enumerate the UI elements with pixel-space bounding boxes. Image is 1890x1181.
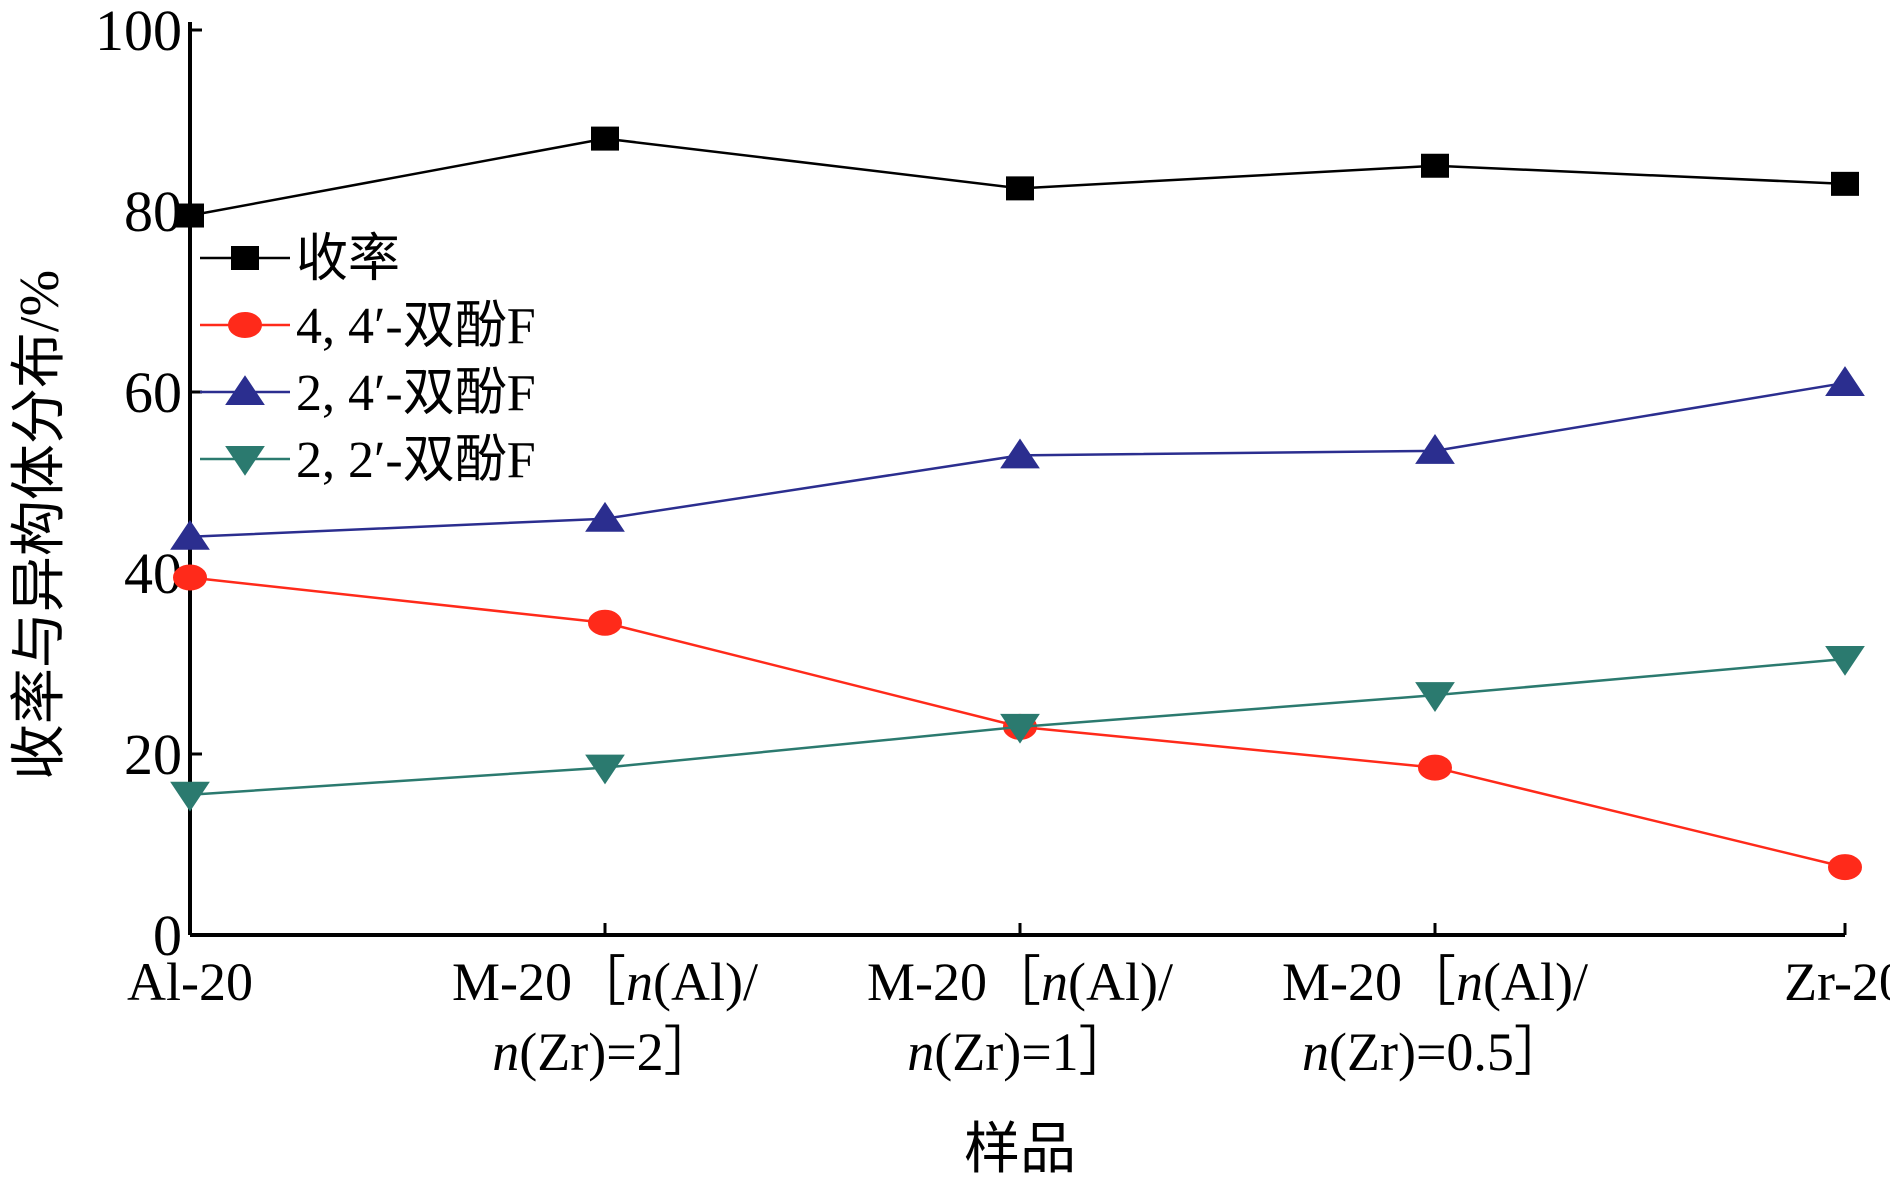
legend-marker [225, 446, 265, 476]
data-point [1831, 171, 1859, 196]
data-point [1421, 153, 1449, 178]
x-category-label: n(Zr)=0.5］ [1302, 1022, 1568, 1082]
data-point [1000, 713, 1040, 744]
data-point [1415, 682, 1455, 712]
data-point [1825, 645, 1865, 676]
legend-marker [228, 312, 262, 338]
y-tick-label: 100 [95, 0, 182, 63]
series-layer [170, 126, 1865, 881]
x-category-label: Al-20 [127, 952, 253, 1012]
legend-label: 2, 4′-双酚F [296, 365, 536, 422]
x-category-label: M-20［n(Al)/ [867, 952, 1173, 1012]
data-point [585, 501, 625, 532]
series-2 [170, 366, 1865, 550]
legend-marker [231, 246, 259, 270]
series-0 [176, 126, 1859, 228]
y-tick-label: 20 [124, 722, 182, 787]
data-point [1825, 366, 1865, 396]
y-tick-label: 0 [153, 903, 182, 968]
legend-item: 2, 2′-双酚F [200, 432, 536, 489]
data-point [1418, 754, 1452, 781]
x-category-label: M-20［n(Al)/ [1282, 952, 1588, 1012]
legend-label: 4, 4′-双酚F [296, 298, 536, 355]
x-category-label: n(Zr)=1］ [907, 1022, 1132, 1082]
series-3 [170, 645, 1865, 812]
x-axis-title: 样品 [964, 1119, 1076, 1181]
data-point [173, 564, 207, 591]
y-tick-label: 60 [124, 360, 182, 425]
legend-label: 2, 2′-双酚F [296, 432, 536, 489]
data-point [1006, 176, 1034, 201]
y-tick-label: 40 [124, 541, 182, 606]
data-point [176, 203, 204, 228]
legend-item: 2, 4′-双酚F [200, 365, 536, 422]
legend-item: 4, 4′-双酚F [200, 298, 536, 355]
data-point [1828, 854, 1862, 881]
data-point [170, 519, 210, 550]
legend-marker [225, 375, 265, 405]
x-category-label: n(Zr)=2］ [492, 1022, 717, 1082]
data-point [588, 609, 622, 636]
axes: 0 20 40 60 80 100 Al-20 M-20［n(Al)/ n(Zr)=2］ M-20… [95, 0, 1890, 1082]
data-point [591, 126, 619, 151]
y-tick-label: 80 [124, 179, 182, 244]
data-point [1415, 434, 1455, 464]
legend-item: 收率 [200, 231, 400, 288]
data-point [585, 754, 625, 785]
data-point [1000, 438, 1040, 469]
x-category-label: Zr-20 [1784, 952, 1890, 1012]
legend: 收率 4, 4′-双酚F 2, 4′-双酚F 2, 2′-双酚F [200, 231, 536, 489]
data-point [170, 781, 210, 812]
x-category-label: M-20［n(Al)/ [452, 952, 758, 1012]
y-axis-title: 收率与异构体分布/% [9, 270, 71, 780]
legend-label: 收率 [296, 231, 400, 288]
